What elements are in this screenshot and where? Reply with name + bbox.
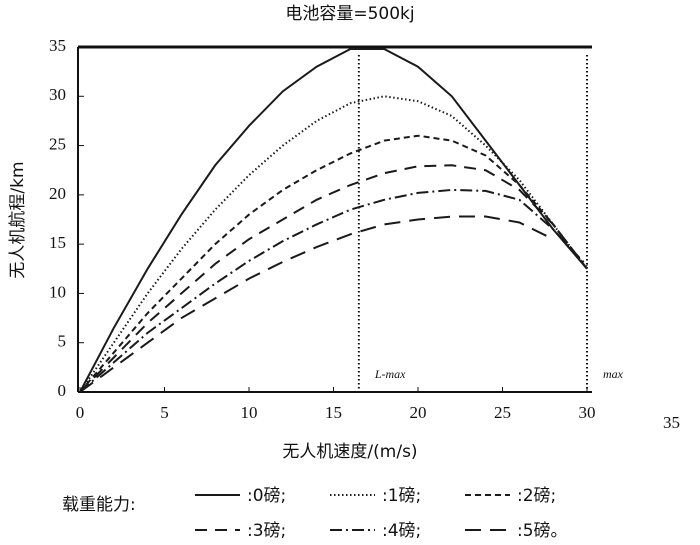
x-axis-label: 无人机速度/(m/s): [282, 442, 417, 462]
y-tick-label: 0: [58, 381, 67, 400]
y-axis-label: 无人机航程/km: [8, 161, 28, 278]
x-tick-label: 20: [410, 403, 427, 422]
legend-label: :0磅;: [247, 486, 286, 506]
x-tick-label: 10: [241, 403, 258, 422]
x-tick-label: 5: [160, 403, 169, 422]
series-line: [79, 95, 588, 393]
series-line: [79, 47, 588, 393]
reference-label: L-max: [374, 367, 406, 381]
reference-subscript: max: [603, 367, 624, 381]
legend-label: :1磅;: [382, 486, 421, 506]
y-tick-label: 30: [49, 85, 66, 104]
y-tick-label: 25: [49, 134, 66, 153]
series-line: [79, 164, 588, 393]
x-tick-label: 35: [663, 413, 680, 432]
reference-subscript: L-max: [374, 367, 406, 381]
y-tick-label: 10: [49, 282, 66, 301]
legend-title: 载重能力:: [62, 495, 136, 515]
chart-title: 电池容量=500kj: [285, 4, 414, 24]
series-line: [79, 215, 554, 393]
series-line: [79, 134, 588, 393]
y-tick-label: 15: [49, 233, 66, 252]
reference-label: max: [603, 367, 624, 381]
legend-label: :4磅;: [382, 521, 421, 541]
y-tick-label: 35: [49, 36, 66, 55]
legend-label: :2磅;: [517, 486, 556, 506]
legend-label: :3磅;: [247, 521, 286, 541]
x-tick-label: 25: [494, 403, 511, 422]
y-tick-label: 5: [58, 332, 67, 351]
legend-label: :5磅。: [517, 521, 568, 541]
x-tick-label: 30: [579, 403, 596, 422]
y-tick-label: 20: [49, 184, 66, 203]
x-tick-label: 0: [76, 403, 85, 422]
x-tick-label: 15: [325, 403, 342, 422]
series-line: [79, 188, 588, 393]
